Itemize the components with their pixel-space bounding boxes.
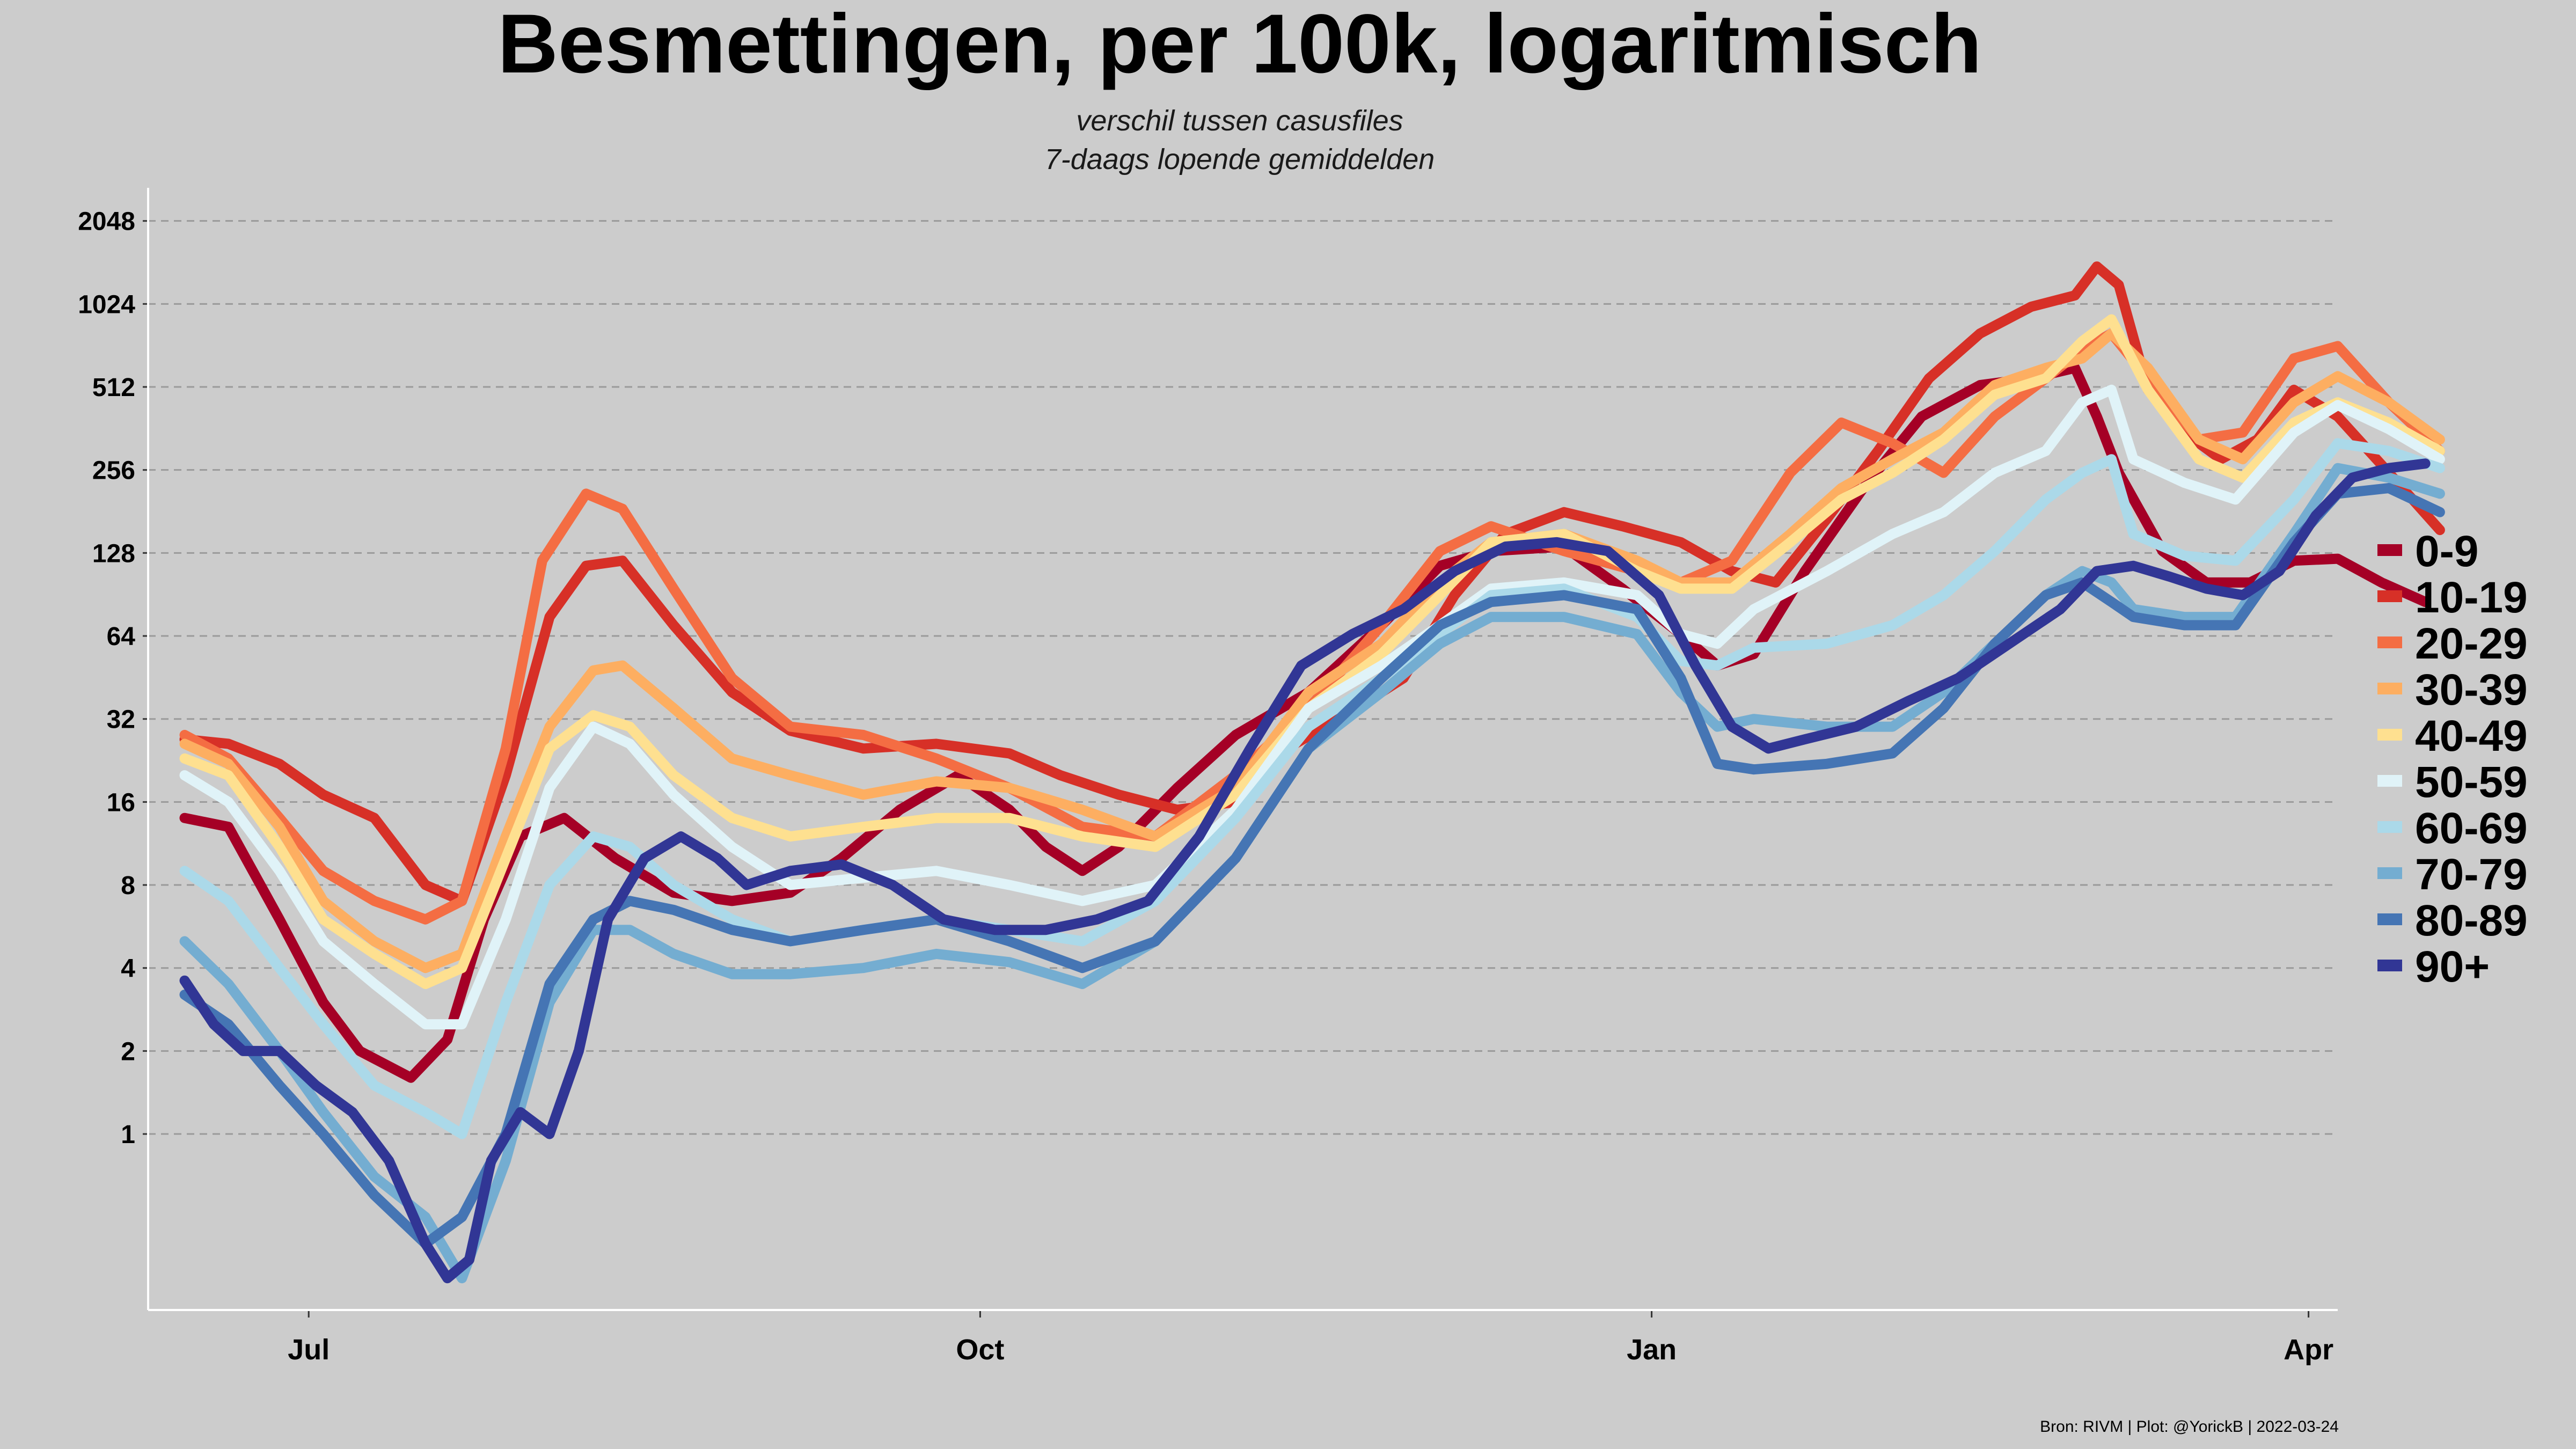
- legend-label-80-89: 80-89: [2415, 896, 2528, 945]
- y-tick-label: 1024: [78, 290, 135, 319]
- chart-subtitle-line-2: 7-daags lopende gemiddelden: [1045, 143, 1435, 175]
- series-line-50-59: [179, 384, 2445, 1030]
- y-tick-label: 2: [121, 1037, 135, 1066]
- legend-label-10-19: 10-19: [2415, 573, 2528, 622]
- y-tick-label: 8: [121, 872, 135, 900]
- y-tick-label: 32: [107, 706, 135, 734]
- chart-subtitle-line-1: verschil tussen casusfiles: [1076, 105, 1403, 137]
- x-tick-label: Apr: [2284, 1334, 2333, 1366]
- y-axis-ticks: 1 2 4 8 16 32 64 128 256 512 1024 2048: [78, 208, 148, 1149]
- x-tick-label: Jan: [1627, 1334, 1677, 1366]
- series-lines: [179, 261, 2445, 1284]
- series-line-70-79: [179, 463, 2445, 1284]
- x-tick-label: Jul: [288, 1334, 330, 1366]
- y-tick-label: 4: [121, 955, 135, 983]
- legend-label-50-59: 50-59: [2415, 758, 2528, 807]
- legend-label-0-9: 0-9: [2415, 527, 2479, 576]
- y-tick-label: 16: [107, 788, 135, 817]
- legend: 0-910-1920-2930-3940-4950-5960-6970-7980…: [2377, 527, 2528, 991]
- series-line-40-49: [179, 314, 2445, 989]
- legend-label-30-39: 30-39: [2415, 665, 2528, 714]
- legend-label-60-69: 60-69: [2415, 804, 2528, 853]
- x-axis-ticks: Jul Oct Jan Apr: [288, 1310, 2333, 1366]
- y-tick-label: 512: [92, 374, 135, 402]
- y-tick-label: 64: [107, 623, 136, 651]
- chart-title: Besmettingen, per 100k, logaritmisch: [497, 0, 1982, 91]
- y-tick-label: 256: [92, 457, 135, 485]
- series-line-30-39: [179, 328, 2445, 974]
- y-tick-label: 2048: [78, 208, 135, 236]
- plot-area: 1 2 4 8 16 32 64 128 256 512 1024 2048 Jul Oct Jan Apr: [78, 188, 2445, 1366]
- legend-label-40-49: 40-49: [2415, 712, 2528, 760]
- chart-caption: Bron: RIVM | Plot: @YorickB | 2022-03-24: [2040, 1418, 2339, 1436]
- y-tick-label: 128: [92, 539, 135, 568]
- x-tick-label: Oct: [956, 1334, 1004, 1366]
- series-line-90+: [179, 458, 2431, 1284]
- legend-label-70-79: 70-79: [2415, 850, 2528, 899]
- legend-label-20-29: 20-29: [2415, 619, 2528, 668]
- y-tick-label: 1: [121, 1121, 135, 1149]
- legend-label-90+: 90+: [2415, 942, 2490, 991]
